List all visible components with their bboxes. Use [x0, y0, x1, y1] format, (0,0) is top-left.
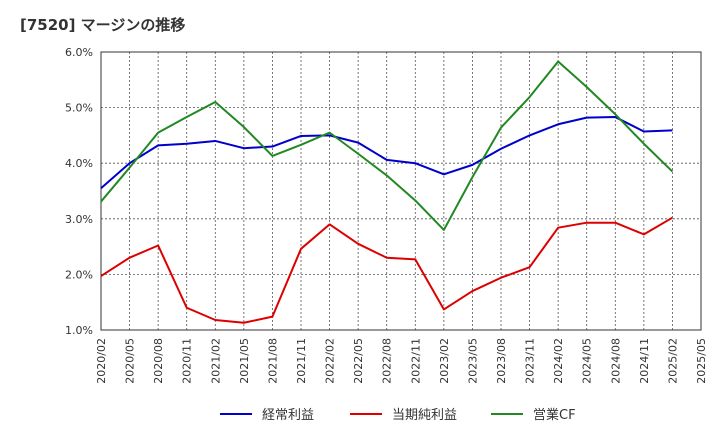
y-tick-label: 2.0% — [65, 268, 93, 281]
y-tick-label: 1.0% — [65, 324, 93, 337]
x-tick-label: 2023/08 — [495, 338, 508, 384]
x-tick-label: 2025/05 — [695, 338, 708, 384]
x-tick-label: 2020/11 — [181, 338, 194, 384]
chart-title: [7520] マージンの推移 — [20, 16, 186, 34]
x-tick-label: 2022/02 — [324, 338, 337, 384]
x-tick-label: 2023/05 — [466, 338, 479, 384]
x-tick-label: 2020/02 — [95, 338, 108, 384]
x-tick-label: 2021/08 — [266, 338, 279, 384]
y-tick-label: 5.0% — [65, 102, 93, 115]
plot-border — [100, 51, 702, 331]
y-tick-label: 4.0% — [65, 157, 93, 170]
legend-label-1: 経常利益 — [262, 408, 314, 423]
y-tick-label: 6.0% — [65, 46, 93, 59]
x-tick-label: 2023/11 — [524, 338, 537, 384]
x-tick-label: 2024/05 — [581, 338, 594, 384]
x-tick-label: 2024/11 — [638, 338, 651, 384]
y-tick-label: 3.0% — [65, 213, 93, 226]
x-tick-label: 2025/02 — [666, 338, 679, 384]
x-tick-label: 2022/08 — [381, 338, 394, 384]
x-tick-label: 2021/11 — [295, 338, 308, 384]
legend-label-3: 営業CF — [533, 407, 576, 423]
series-line-3 — [100, 60, 674, 231]
series-line-1 — [100, 116, 673, 189]
plot-area — [101, 52, 701, 330]
x-tick-label: 2022/11 — [409, 338, 422, 384]
x-tick-label: 2021/02 — [209, 338, 222, 384]
x-tick-label: 2023/02 — [438, 338, 451, 384]
x-tick-label: 2021/05 — [238, 338, 251, 384]
x-tick-label: 2020/05 — [124, 338, 137, 384]
x-tick-label: 2020/08 — [152, 338, 165, 384]
x-tick-label: 2022/05 — [352, 338, 365, 384]
series-line-2 — [100, 216, 673, 324]
legend-label-2: 当期純利益 — [392, 408, 457, 423]
x-tick-label: 2024/02 — [552, 338, 565, 384]
x-tick-label: 2024/08 — [609, 338, 622, 384]
